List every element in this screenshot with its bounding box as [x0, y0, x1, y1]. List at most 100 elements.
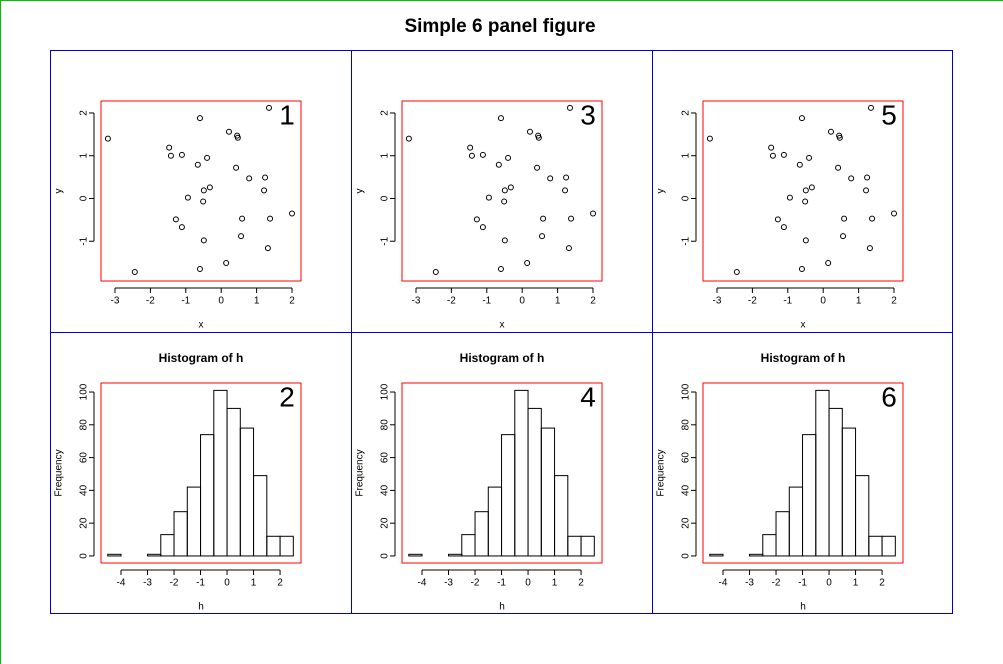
y-tick-label: -1 [681, 236, 692, 245]
point [501, 187, 508, 194]
y-tick-label: 2 [79, 110, 90, 116]
point [836, 134, 843, 141]
point [535, 134, 542, 141]
panel-title: Histogram of h [159, 351, 244, 365]
panel-annotation: 5 [881, 99, 897, 130]
y-tick-label: 20 [79, 517, 90, 529]
point [769, 152, 776, 159]
plot-box [401, 100, 603, 282]
x-tick-label: 0 [519, 296, 525, 307]
x-tick-label: 0 [820, 296, 826, 307]
x-tick-label: 0 [218, 296, 224, 307]
x-axis-label: x [500, 320, 505, 331]
point [238, 233, 245, 240]
point [225, 128, 232, 135]
point [497, 115, 504, 122]
bar [554, 475, 569, 557]
y-tick-label: 2 [380, 110, 391, 116]
x-tick-label: 2 [578, 578, 584, 589]
y-tick-label: 0 [380, 553, 391, 559]
point [200, 237, 207, 244]
x-tick-label: -1 [783, 296, 792, 307]
panel-title: Histogram of h [761, 351, 846, 365]
y-axis-label: Frequency [355, 449, 366, 496]
point [864, 174, 871, 181]
point [774, 216, 781, 223]
point [802, 187, 809, 194]
x-tick-label: -3 [444, 578, 453, 589]
x-tick-label: -3 [745, 578, 754, 589]
y-tick-label: 60 [79, 452, 90, 464]
point [178, 151, 185, 158]
point [405, 135, 412, 142]
point [706, 135, 713, 142]
y-tick-label: 80 [380, 419, 391, 431]
y-tick-label: 40 [681, 484, 692, 496]
y-tick-label: 0 [79, 195, 90, 201]
point [131, 269, 138, 276]
panel-annotation: 6 [881, 381, 897, 412]
point [568, 215, 575, 222]
point [479, 151, 486, 158]
point [289, 210, 296, 217]
point [547, 175, 554, 182]
x-tick-label: -2 [471, 578, 480, 589]
point [835, 164, 842, 171]
y-axis-label: Frequency [54, 449, 65, 496]
point [264, 245, 271, 252]
x-tick-label: -4 [719, 578, 728, 589]
panel-annotation: 2 [279, 381, 295, 412]
x-axis-label: h [499, 602, 505, 613]
point [802, 237, 809, 244]
y-tick-label: 60 [681, 452, 692, 464]
y-tick-label: 2 [681, 110, 692, 116]
y-tick-label: 0 [681, 195, 692, 201]
point [262, 174, 269, 181]
point [261, 187, 268, 194]
x-axis-label: x [199, 320, 204, 331]
y-tick-label: 100 [79, 383, 90, 400]
x-tick-label: 1 [254, 296, 260, 307]
point [780, 151, 787, 158]
point [166, 144, 173, 151]
x-tick-label: -3 [111, 296, 120, 307]
x-tick-label: 2 [879, 578, 885, 589]
x-tick-label: -4 [117, 578, 126, 589]
bar [709, 553, 724, 557]
point [867, 104, 874, 111]
point [848, 175, 855, 182]
point [507, 184, 514, 191]
point [206, 184, 213, 191]
x-tick-label: -2 [170, 578, 179, 589]
x-tick-label: 0 [826, 578, 832, 589]
x-axis-label: h [800, 602, 806, 613]
x-tick-label: 2 [289, 296, 295, 307]
point [869, 215, 876, 222]
x-tick-label: -2 [447, 296, 456, 307]
x-tick-label: -3 [143, 578, 152, 589]
panel-annotation: 3 [580, 99, 596, 130]
point [563, 174, 570, 181]
point [178, 224, 185, 231]
x-tick-label: -2 [146, 296, 155, 307]
point [485, 194, 492, 201]
x-tick-label: 2 [590, 296, 596, 307]
y-tick-label: 0 [681, 553, 692, 559]
y-tick-label: 1 [380, 153, 391, 159]
point [200, 198, 207, 205]
x-tick-label: 2 [277, 578, 283, 589]
y-tick-label: 60 [380, 452, 391, 464]
point [239, 215, 246, 222]
x-tick-label: 1 [552, 578, 558, 589]
y-axis-label: Frequency [656, 449, 667, 496]
x-tick-label: 2 [891, 296, 897, 307]
point [200, 187, 207, 194]
point [468, 152, 475, 159]
point [479, 224, 486, 231]
x-tick-label: 1 [555, 296, 561, 307]
x-tick-label: 1 [856, 296, 862, 307]
plot-box [401, 382, 603, 564]
y-tick-label: 0 [380, 195, 391, 201]
